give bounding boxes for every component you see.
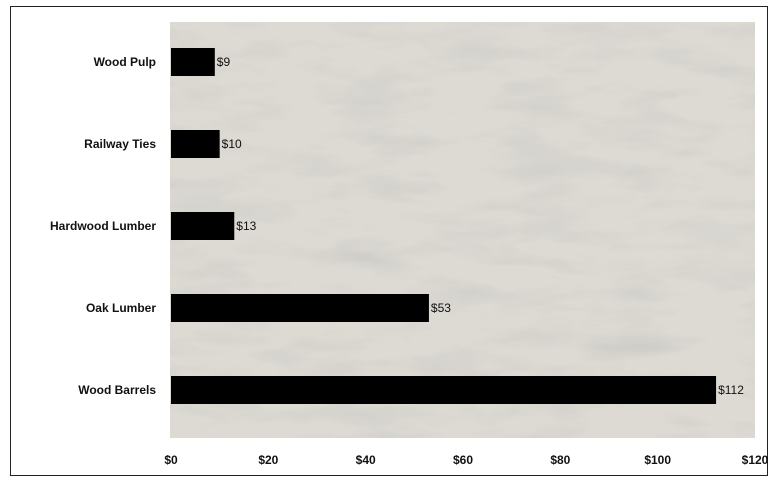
plot-background	[170, 22, 755, 438]
category-label: Wood Pulp	[94, 55, 156, 69]
x-tick-label: $40	[356, 453, 376, 467]
category-label: Railway Ties	[84, 137, 156, 151]
bar-hardwood-lumber	[171, 212, 235, 240]
data-labels: $9 $10 $13 $53 $112	[217, 55, 744, 397]
data-label: $9	[217, 55, 231, 69]
category-labels: Wood Pulp Railway Ties Hardwood Lumber Oak …	[50, 55, 156, 397]
x-tick-label: $60	[453, 453, 473, 467]
category-label: Oak Lumber	[86, 301, 156, 315]
bar-oak-lumber	[171, 294, 429, 322]
bar-wood-pulp	[171, 48, 215, 76]
data-label: $112	[718, 383, 744, 397]
x-tick-label: $0	[164, 453, 178, 467]
x-tick-label: $20	[258, 453, 278, 467]
data-label: $13	[236, 219, 256, 233]
category-label: Hardwood Lumber	[50, 219, 156, 233]
data-label: $53	[431, 301, 451, 315]
bar-wood-barrels	[171, 376, 717, 404]
x-axis-tick-labels: $0 $20 $40 $60 $80 $100 $120	[164, 453, 768, 467]
x-tick-label: $80	[550, 453, 570, 467]
x-tick-label: $120	[742, 453, 769, 467]
category-label: Wood Barrels	[78, 383, 156, 397]
x-tick-label: $100	[644, 453, 671, 467]
data-label: $10	[222, 137, 242, 151]
bar-railway-ties	[171, 130, 220, 158]
bars-layer	[171, 48, 717, 404]
